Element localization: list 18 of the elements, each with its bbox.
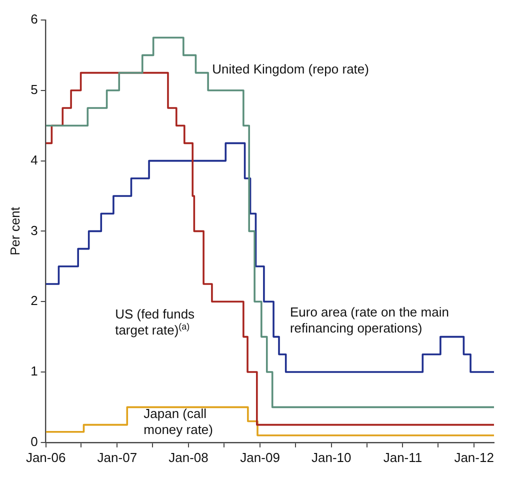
x-tick-label: Jan-07 xyxy=(97,450,138,465)
text: Euro area (rate on the main refinancing operations) xyxy=(290,304,449,336)
y-tick-label: 5 xyxy=(30,82,38,97)
x-tick-label: Jan-12 xyxy=(454,450,494,465)
y-tick-label: 2 xyxy=(30,293,38,308)
x-tick-label: Jan-09 xyxy=(240,450,280,465)
x-tick-label: Jan-06 xyxy=(26,450,66,465)
y-tick-label: 3 xyxy=(30,222,38,238)
y-tick-label: 6 xyxy=(30,12,38,27)
series-label: Japan (call money rate) xyxy=(144,406,213,437)
x-tick-label: Jan-10 xyxy=(312,450,352,465)
y-tick-label: 1 xyxy=(30,364,38,379)
series-label: United Kingdom (repo rate) xyxy=(212,62,369,77)
x-tick-label: Jan-08 xyxy=(168,450,208,465)
x-tick-label: Jan-11 xyxy=(383,450,422,465)
y-tick-label: 4 xyxy=(30,152,38,168)
y-tick-label: 0 xyxy=(30,434,38,449)
y-axis-title: Per cent xyxy=(7,206,22,256)
